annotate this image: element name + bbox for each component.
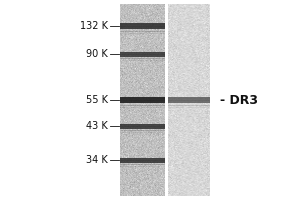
Bar [120, 158, 165, 159]
Bar [120, 98, 165, 99]
Bar [120, 52, 165, 53]
Bar [120, 52, 165, 56]
Bar [120, 105, 165, 106]
Bar [168, 105, 210, 106]
Text: 90 K: 90 K [86, 49, 108, 59]
Bar [120, 130, 165, 131]
Bar [120, 126, 165, 127]
Bar [120, 24, 165, 25]
Bar [168, 107, 210, 108]
Bar [120, 58, 165, 59]
Bar [120, 107, 165, 108]
Bar [120, 158, 165, 162]
Bar [120, 166, 165, 167]
Text: 55 K: 55 K [86, 95, 108, 105]
Bar [120, 124, 165, 125]
Bar [120, 23, 165, 29]
Text: 132 K: 132 K [80, 21, 108, 31]
Bar [120, 132, 165, 133]
Text: - DR3: - DR3 [220, 94, 259, 106]
Bar [168, 97, 210, 103]
Text: 34 K: 34 K [86, 155, 108, 165]
Bar [120, 123, 165, 128]
Bar [168, 100, 210, 101]
Bar [120, 33, 165, 34]
Text: 43 K: 43 K [86, 121, 108, 131]
Bar [120, 164, 165, 165]
Bar [120, 26, 165, 27]
Bar [120, 97, 165, 103]
Bar [120, 160, 165, 161]
Bar [168, 98, 210, 99]
Bar [120, 54, 165, 55]
Bar [120, 100, 165, 101]
Bar [120, 60, 165, 61]
Bar [120, 31, 165, 32]
